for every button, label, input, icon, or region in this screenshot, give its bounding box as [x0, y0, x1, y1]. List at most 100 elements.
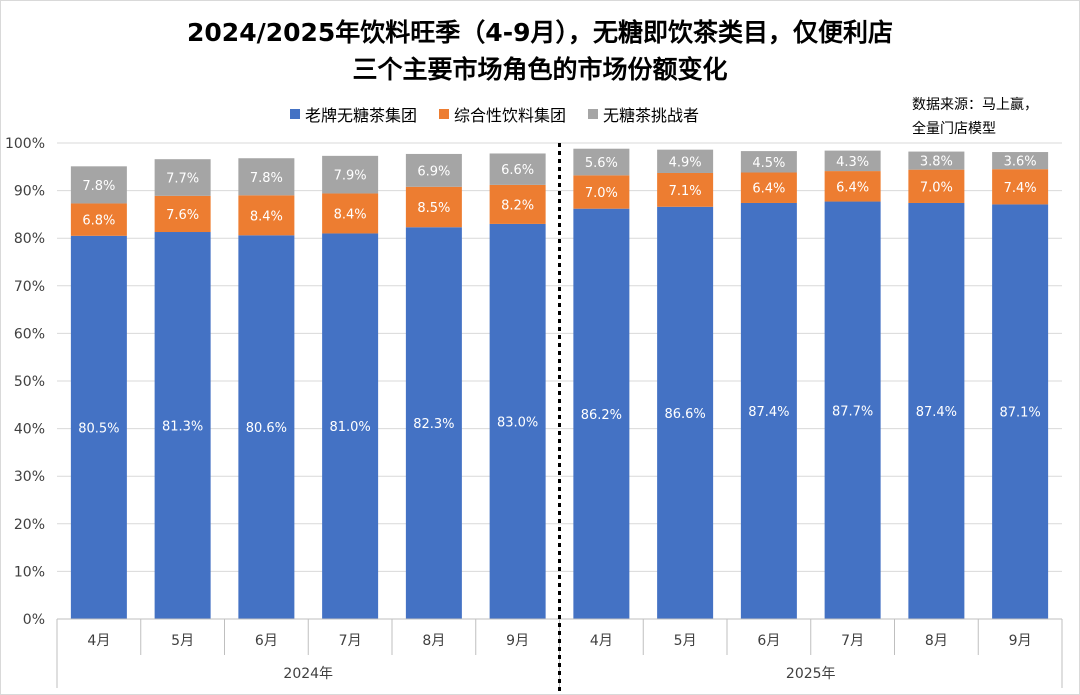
bar-segment-3 — [322, 155, 379, 194]
bar-segment-2 — [908, 169, 965, 203]
bar-segment-2 — [154, 195, 211, 233]
data-label-series-1: 86.6% — [664, 407, 705, 422]
x-tick-label: 6月 — [255, 633, 278, 649]
data-label-series-2: 7.4% — [1004, 181, 1037, 196]
bar-segment-3 — [824, 150, 881, 172]
x-tick-label: 8月 — [925, 633, 948, 649]
legend-swatch-series-2 — [439, 109, 450, 119]
data-label-series-3: 7.8% — [82, 179, 115, 194]
y-tick-label: 70% — [14, 279, 45, 295]
bar-segment-1 — [489, 223, 546, 620]
data-label-series-1: 86.2% — [581, 408, 622, 423]
bar-segment-3 — [154, 159, 211, 196]
data-label-series-2: 7.0% — [585, 186, 618, 201]
bar-segment-2 — [238, 195, 295, 236]
bar-segment-1 — [238, 235, 295, 619]
bar-segment-3 — [238, 158, 295, 196]
legend-swatch-series-3 — [588, 109, 599, 119]
legend-item-series-3: 无糖茶挑战者 — [588, 102, 699, 126]
data-label-series-3: 4.5% — [752, 156, 785, 171]
x-tick-label: 7月 — [339, 633, 362, 649]
data-label-series-1: 87.4% — [748, 405, 789, 420]
data-label-series-1: 87.7% — [832, 404, 873, 419]
data-label-series-2: 8.2% — [501, 198, 534, 213]
bar-segment-2 — [573, 175, 630, 209]
data-label-series-2: 8.5% — [417, 201, 450, 216]
bar-segment-1 — [573, 208, 630, 620]
data-label-series-1: 80.5% — [78, 421, 119, 436]
legend-label-series-1: 老牌无糖茶集团 — [305, 106, 418, 125]
data-label-series-3: 7.7% — [166, 172, 199, 187]
legend: 老牌无糖茶集团 综合性饮料集团 无糖茶挑战者 — [290, 102, 699, 126]
data-label-series-1: 80.6% — [246, 421, 287, 436]
data-label-series-3: 6.9% — [417, 164, 450, 179]
y-tick-label: 90% — [14, 184, 45, 200]
bar-segment-1 — [322, 233, 379, 619]
chart-title-line-1: 2024/2025年饮料旺季（4-9月），无糖即饮茶类目，仅便利店 — [187, 18, 893, 47]
bar-segment-2 — [824, 171, 881, 202]
bar-segment-1 — [992, 204, 1049, 620]
data-label-series-3: 4.3% — [836, 155, 869, 170]
bar-segment-3 — [405, 153, 462, 187]
bar-segment-3 — [657, 149, 714, 173]
legend-label-series-3: 无糖茶挑战者 — [603, 106, 700, 125]
chart-title-line-2: 三个主要市场角色的市场份额变化 — [352, 55, 728, 84]
x-tick-label: 4月 — [87, 633, 110, 649]
bar-segment-2 — [489, 184, 546, 224]
data-label-series-2: 6.4% — [752, 182, 785, 197]
bar-segment-2 — [657, 172, 714, 207]
data-label-series-2: 7.0% — [920, 180, 953, 195]
y-tick-label: 0% — [23, 612, 45, 628]
x-tick-label: 8月 — [422, 633, 445, 649]
y-tick-label: 20% — [14, 517, 45, 533]
x-tick-label: 5月 — [674, 633, 697, 649]
bar-segment-1 — [70, 235, 127, 619]
data-label-series-3: 4.9% — [669, 155, 702, 170]
source-note: 数据来源：马上赢， 全量门店模型 — [912, 93, 1038, 141]
data-label-series-1: 81.0% — [329, 420, 370, 435]
bar-segment-3 — [992, 152, 1049, 170]
y-tick-label: 50% — [14, 374, 45, 390]
bar-segment-2 — [322, 193, 379, 234]
source-note-line-1: 数据来源：马上赢， — [912, 97, 1038, 113]
bar-segment-1 — [740, 202, 797, 619]
bar-segment-1 — [657, 206, 714, 619]
bar-segment-1 — [154, 232, 211, 619]
y-tick-label: 60% — [14, 326, 45, 342]
y-tick-label: 30% — [14, 469, 45, 485]
data-label-series-2: 6.8% — [82, 214, 115, 229]
y-tick-label: 10% — [14, 564, 45, 580]
x-tick-label: 4月 — [590, 633, 613, 649]
data-label-series-3: 7.8% — [250, 171, 283, 186]
bar-segment-2 — [405, 186, 462, 228]
data-label-series-1: 81.3% — [162, 420, 203, 435]
legend-item-series-1: 老牌无糖茶集团 — [290, 102, 417, 126]
bar-segment-2 — [70, 203, 127, 236]
data-label-series-3: 6.6% — [501, 163, 534, 178]
data-label-series-2: 8.4% — [334, 207, 367, 222]
data-label-series-2: 6.4% — [836, 180, 869, 195]
y-tick-label: 40% — [14, 422, 45, 438]
bar-segment-2 — [992, 169, 1049, 205]
data-label-series-1: 82.3% — [413, 417, 454, 432]
bar-segment-1 — [824, 201, 881, 619]
bar-segment-3 — [908, 151, 965, 170]
source-note-line-2: 全量门店模型 — [912, 121, 996, 137]
data-label-series-1: 87.1% — [999, 406, 1040, 421]
bar-segment-3 — [70, 166, 127, 204]
x-tick-label: 9月 — [506, 633, 529, 649]
y-tick-label: 80% — [14, 231, 45, 247]
x-tick-label: 9月 — [1009, 633, 1032, 649]
bar-segment-3 — [489, 153, 546, 185]
bar-segment-3 — [740, 151, 797, 173]
bar-segment-1 — [908, 202, 965, 619]
bar-segment-1 — [405, 227, 462, 619]
x-group-label: 2025年 — [786, 666, 836, 682]
legend-label-series-2: 综合性饮料集团 — [454, 106, 567, 125]
data-label-series-3: 5.6% — [585, 156, 618, 171]
y-tick-label: 100% — [5, 136, 45, 152]
x-group-label: 2024年 — [283, 666, 333, 682]
bar-segment-3 — [573, 148, 630, 176]
data-label-series-2: 8.4% — [250, 209, 283, 224]
